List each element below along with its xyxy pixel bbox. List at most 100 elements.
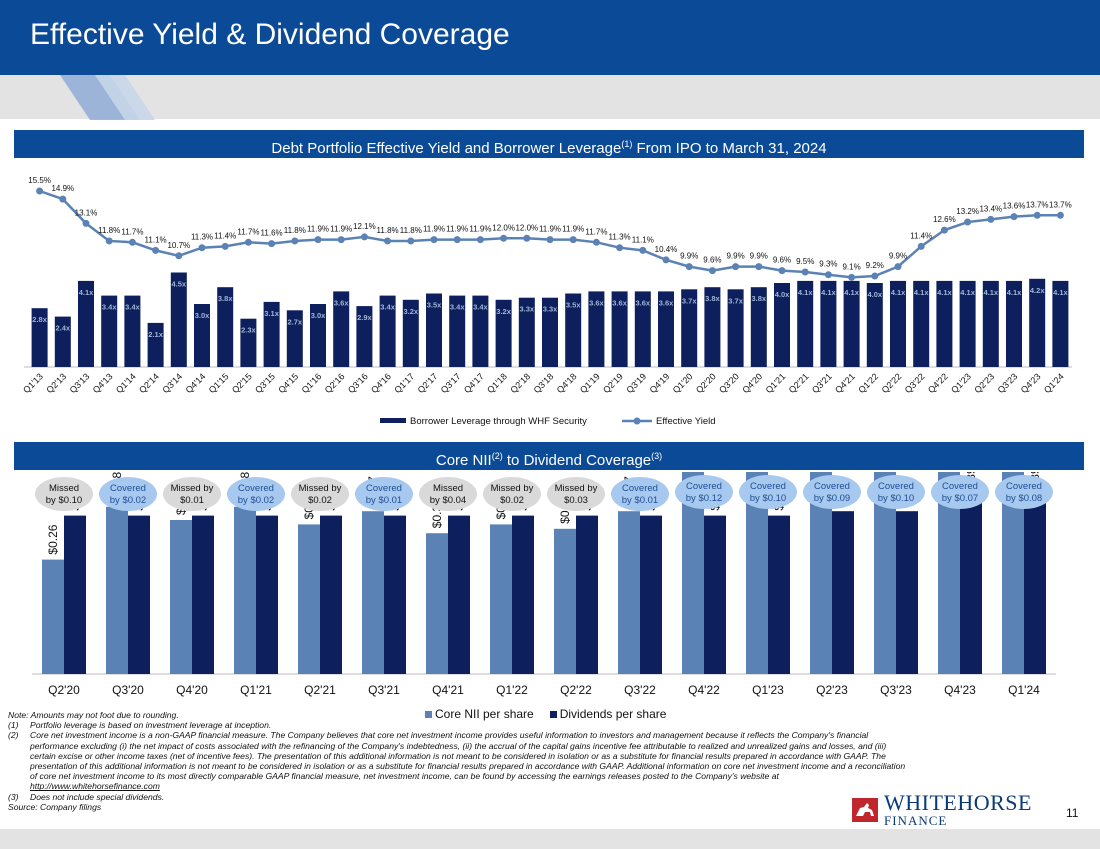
coverage-text-line2: by $0.10 [878, 493, 914, 504]
x-tick-label: Q4'14 [184, 371, 208, 395]
yield-label: 11.9% [446, 225, 468, 234]
core-nii-label: $0.26 [46, 524, 60, 554]
coverage-text-line2: by $0.07 [942, 493, 978, 504]
coverage-text-line1: Covered [110, 483, 146, 494]
leverage-bar [542, 297, 558, 367]
core-nii-bar [362, 511, 384, 674]
yield-label: 11.1% [145, 235, 167, 244]
yield-point [871, 272, 879, 280]
x-tick-label: Q3'20 [717, 371, 741, 395]
x-tick-label: Q1'23 [752, 683, 784, 697]
yield-label: 9.6% [703, 256, 721, 265]
coverage-text-line1: Covered [750, 481, 786, 492]
coverage-bubble [803, 475, 861, 509]
section2-sup2: (3) [651, 451, 663, 461]
legend-item-core-nii: Core NII per share [425, 707, 534, 721]
leverage-bar [310, 304, 326, 367]
leverage-label: 4.1x [891, 288, 906, 297]
x-tick-label: Q1'19 [578, 371, 602, 395]
leverage-bar [240, 318, 257, 367]
x-tick-label: Q3'13 [68, 371, 92, 395]
leverage-bar [797, 280, 814, 367]
section-title-coverage: Core NII(2) to Dividend Coverage(3) [14, 442, 1084, 470]
company-website-link[interactable]: http://www.whitehorsefinance.com [30, 781, 160, 792]
x-tick-label: Q1'18 [485, 371, 509, 395]
footnote-2: (2) Core net investment income is a non-G… [8, 730, 1068, 791]
coverage-text-line1: Missed by [491, 483, 534, 494]
leverage-label: 4.0x [775, 290, 790, 299]
yield-point [894, 263, 902, 271]
dividend-bar [640, 515, 662, 674]
x-tick-label: Q2'14 [137, 371, 161, 395]
yield-label: 9.9% [889, 252, 907, 261]
yield-point [59, 195, 67, 203]
yield-label: 11.1% [632, 235, 654, 244]
yield-point [940, 226, 948, 234]
core-nii-bar [618, 511, 640, 674]
yield-point [384, 237, 392, 245]
leverage-bar [54, 316, 71, 367]
x-tick-label: Q4'21 [833, 371, 857, 395]
section2-title-mid: to Dividend Coverage [502, 452, 652, 469]
x-tick-label: Q1'20 [671, 371, 695, 395]
leverage-label: 3.8x [218, 294, 233, 303]
x-tick-label: Q4'16 [369, 371, 393, 395]
yield-label: 10.7% [167, 241, 190, 250]
yield-label: 11.8% [98, 226, 120, 235]
leverage-bar [31, 308, 48, 367]
core-nii-bar [426, 533, 448, 674]
x-tick-label: Q1'22 [856, 371, 880, 395]
x-tick-label: Q3'21 [810, 371, 834, 395]
yield-point [476, 236, 484, 244]
coverage-text-line1: Covered [814, 481, 850, 492]
coverage-bubble [611, 477, 669, 511]
coverage-text-line1: Missed by [299, 483, 342, 494]
leverage-label: 3.4x [102, 303, 117, 312]
leverage-bar [774, 283, 790, 367]
yield-label: 11.4% [910, 231, 932, 240]
leverage-bar [101, 295, 118, 367]
core-nii-bar [490, 524, 512, 674]
coverage-text-line2: by $0.02 [110, 495, 146, 506]
core-nii-bar [874, 472, 896, 674]
legend-item-dividends: Dividends per share [549, 707, 666, 721]
dividend-bar [704, 515, 726, 674]
coverage-text-line2: by $0.10 [46, 495, 82, 506]
yield-label: 11.9% [469, 225, 491, 234]
coverage-bubble [483, 477, 541, 511]
logo-main-text: WHITEHORSE [884, 790, 1032, 815]
yield-label: 11.7% [121, 227, 143, 236]
core-nii-bar [938, 472, 960, 674]
leverage-label: 3.4x [125, 303, 140, 312]
leverage-bar [170, 272, 187, 367]
yield-point [82, 219, 90, 227]
leverage-label: 4.1x [937, 288, 952, 297]
x-tick-label: Q3'14 [160, 371, 184, 395]
leverage-label: 3.2x [496, 307, 511, 316]
leverage-bar [982, 280, 999, 367]
yield-point [848, 273, 856, 281]
header-bar: Effective Yield & Dividend Coverage [0, 0, 1100, 75]
leverage-label: 3.6x [334, 298, 349, 307]
leverage-bar [611, 291, 628, 367]
core-nii-bar [42, 559, 64, 674]
x-tick-label: Q3'20 [112, 683, 144, 697]
x-tick-label: Q1'16 [300, 371, 324, 395]
yield-label: 15.5% [28, 176, 51, 185]
yield-label: 12.1% [353, 222, 376, 231]
x-tick-label: Q2'16 [323, 371, 347, 395]
yield-label: 9.5% [796, 257, 814, 266]
yield-label: 13.1% [75, 208, 98, 217]
leverage-bar [78, 280, 94, 367]
leverage-bar [588, 291, 605, 367]
x-tick-label: Q1'14 [114, 371, 138, 395]
x-tick-label: Q4'18 [555, 371, 579, 395]
leverage-label: 3.1x [264, 309, 279, 318]
yield-label: 13.6% [1003, 202, 1026, 211]
leverage-label: 3.0x [195, 311, 210, 320]
coverage-text-line1: Covered [238, 483, 274, 494]
yield-label: 13.7% [1026, 200, 1049, 209]
yield-label: 11.3% [191, 233, 213, 242]
yield-point [964, 218, 972, 226]
